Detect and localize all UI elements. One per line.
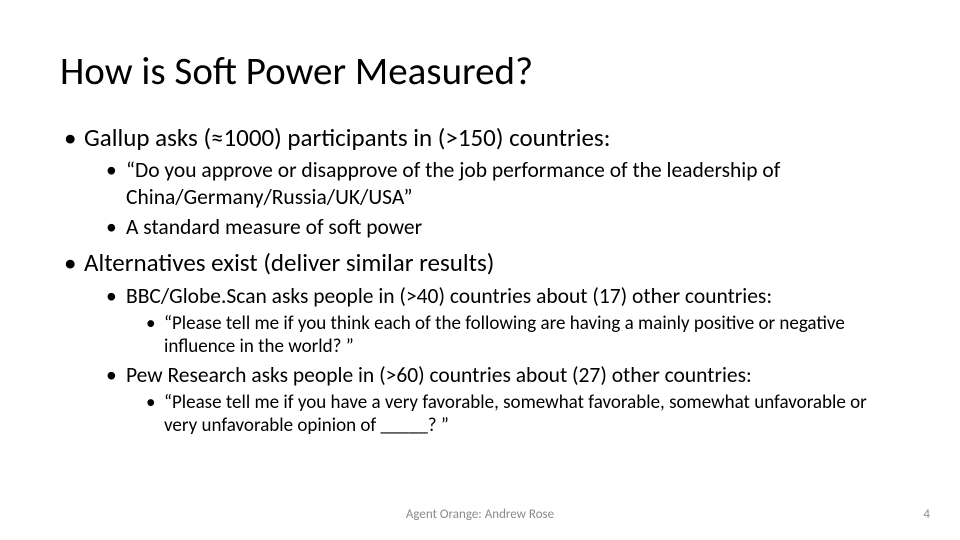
bullet-lvl2: A standard measure of soft power — [104, 214, 900, 240]
bullet-text: “Please tell me if you think each of the… — [164, 312, 845, 358]
bullet-lvl1: Alternatives exist (deliver similar resu… — [60, 248, 900, 438]
bullet-sublist: “Do you approve or disapprove of the job… — [84, 157, 900, 240]
footer-text: Agent Orange: Andrew Rose — [0, 507, 960, 522]
bullet-text: “Do you approve or disapprove of the job… — [126, 157, 780, 209]
bullet-lvl1: Gallup asks (≈1000) participants in (>15… — [60, 123, 900, 240]
bullet-text: BBC/Globe.Scan asks people in (>40) coun… — [126, 283, 772, 309]
page-number: 4 — [923, 507, 930, 522]
bullet-text: Pew Research asks people in (>60) countr… — [126, 362, 752, 388]
bullet-sublist: “Please tell me if you have a very favor… — [126, 391, 900, 437]
bullet-sublist: BBC/Globe.Scan asks people in (>40) coun… — [84, 283, 900, 438]
bullet-text: Gallup asks (≈1000) participants in (>15… — [84, 122, 610, 153]
bullet-lvl2: BBC/Globe.Scan asks people in (>40) coun… — [104, 283, 900, 359]
bullet-lvl2: “Do you approve or disapprove of the job… — [104, 157, 900, 209]
bullet-lvl2: Pew Research asks people in (>60) countr… — [104, 362, 900, 438]
slide: How is Soft Power Measured? Gallup asks … — [0, 0, 960, 540]
bullet-lvl3: “Please tell me if you think each of the… — [144, 312, 900, 358]
slide-title: How is Soft Power Measured? — [60, 50, 900, 95]
bullet-lvl3: “Please tell me if you have a very favor… — [144, 391, 900, 437]
bullet-text: “Please tell me if you have a very favor… — [164, 391, 867, 437]
bullet-text: Alternatives exist (deliver similar resu… — [84, 247, 494, 278]
bullet-list: Gallup asks (≈1000) participants in (>15… — [60, 123, 900, 438]
bullet-text: A standard measure of soft power — [126, 214, 422, 240]
bullet-sublist: “Please tell me if you think each of the… — [126, 312, 900, 358]
